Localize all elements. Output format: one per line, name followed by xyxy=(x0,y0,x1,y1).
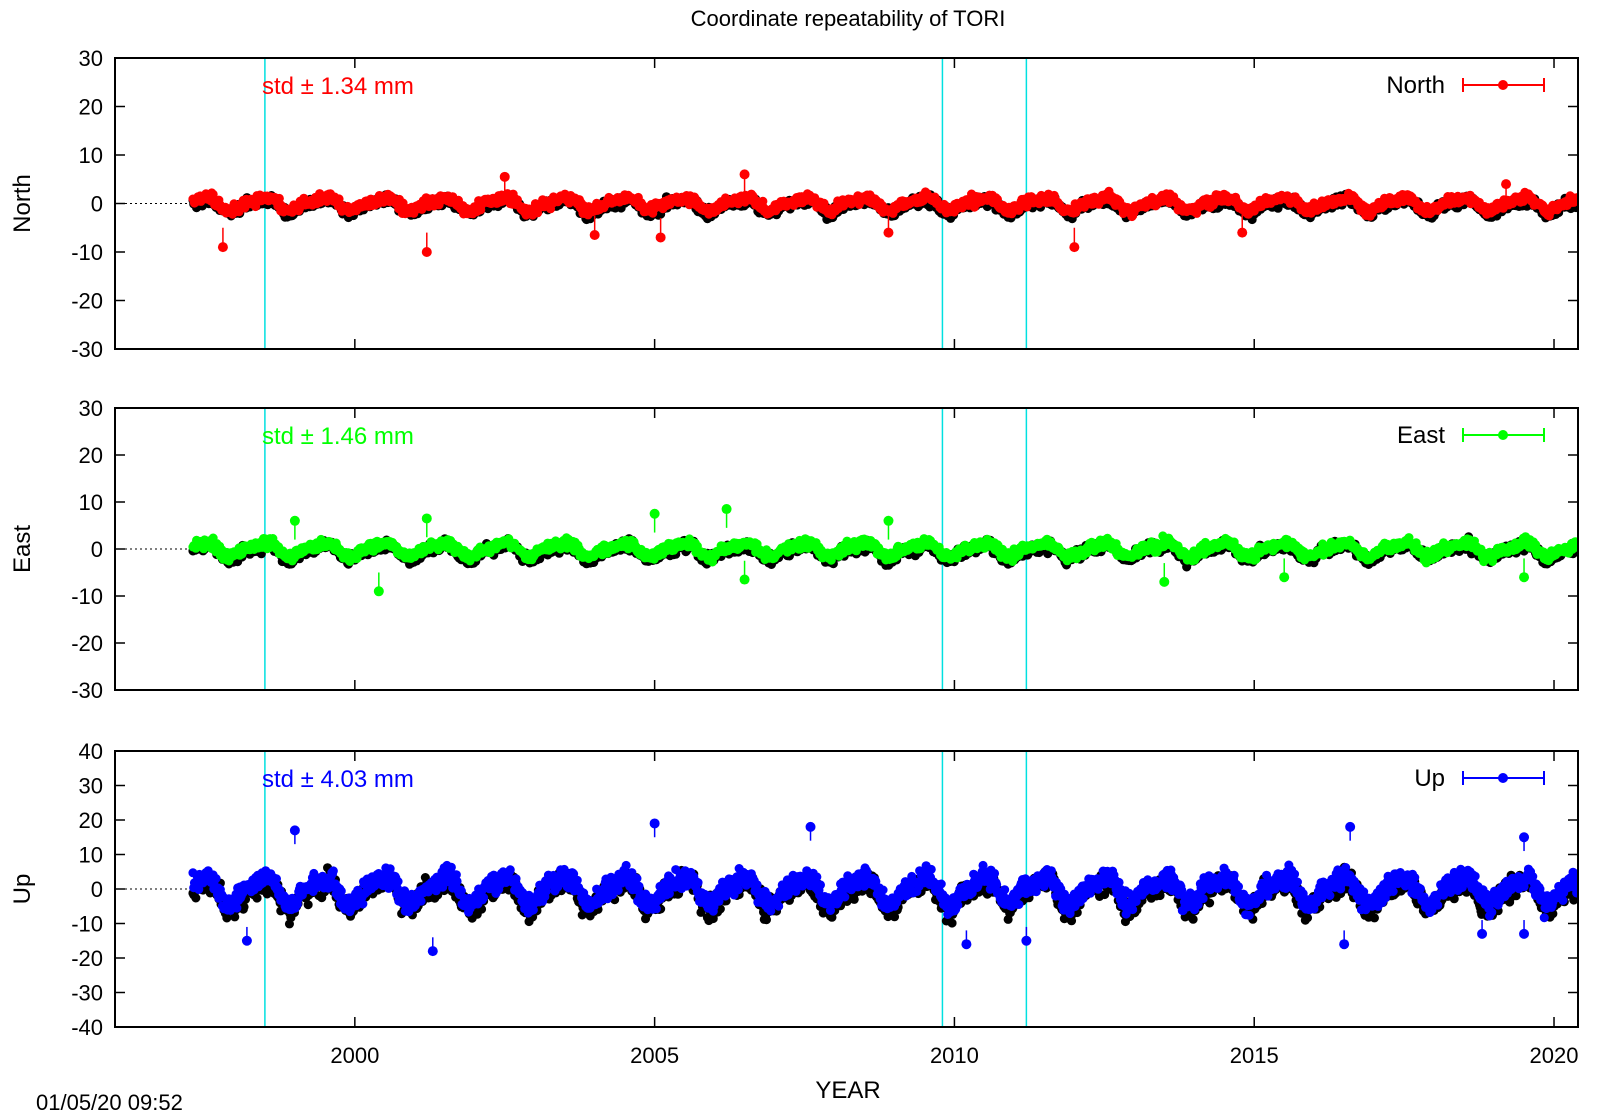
x-tick-label: 2005 xyxy=(630,1043,679,1068)
x-tick-label: 2015 xyxy=(1230,1043,1279,1068)
legend-east: East xyxy=(1397,422,1545,449)
outlier-point-up xyxy=(1519,832,1530,843)
legend-label-up: Up xyxy=(1414,765,1445,792)
outlier-point-up xyxy=(1021,935,1032,946)
y-tick-label-up: 40 xyxy=(79,739,103,764)
outlier-point-up xyxy=(289,825,300,836)
legend-marker-up xyxy=(1498,773,1508,783)
outlier-point-up xyxy=(961,939,972,950)
y-axis-title-east: East xyxy=(9,525,36,573)
timestamp: 01/05/20 09:52 xyxy=(36,1090,183,1115)
legend-label-east: East xyxy=(1397,422,1445,449)
x-tick-label: 2000 xyxy=(330,1043,379,1068)
outlier-point-north xyxy=(217,242,228,253)
outlier-point-east xyxy=(373,586,384,597)
y-tick-label-east: 20 xyxy=(79,443,103,468)
outlier-point-north xyxy=(739,169,750,180)
series-east xyxy=(116,409,1577,689)
series-north xyxy=(116,59,1577,348)
y-tick-label-east: -10 xyxy=(71,584,103,609)
outlier-point-up xyxy=(805,821,816,832)
y-tick-label-up: 30 xyxy=(79,774,103,799)
outlier-point-up xyxy=(649,818,660,829)
x-axis-title: YEAR xyxy=(815,1077,880,1104)
filtered-points-east xyxy=(188,531,1577,568)
outlier-point-north xyxy=(1237,227,1248,238)
y-tick-label-east: -20 xyxy=(71,631,103,656)
y-tick-label-east: 0 xyxy=(91,537,103,562)
y-tick-label-north: 0 xyxy=(91,192,103,217)
outlier-point-up xyxy=(427,946,438,957)
y-tick-label-east: 30 xyxy=(79,396,103,421)
outlier-point-east xyxy=(421,513,432,524)
outlier-point-east xyxy=(1519,572,1530,583)
outlier-point-north xyxy=(1501,179,1512,190)
outlier-point-north xyxy=(499,171,510,182)
panel-east: 30 20 10 0 -10 -20 -30 East std ± 1.46 mm East xyxy=(9,396,1579,703)
legend-marker-north xyxy=(1498,80,1508,90)
y-tick-label-north: -10 xyxy=(71,240,103,265)
y-tick-label-up: -10 xyxy=(71,912,103,937)
y-tick-label-up: -20 xyxy=(71,946,103,971)
std-label-up: std ± 4.03 mm xyxy=(262,766,414,793)
filtered-points-up xyxy=(188,860,1577,923)
legend-marker-east xyxy=(1498,430,1508,440)
outlier-point-east xyxy=(1159,576,1170,587)
x-axis: 2000 2005 2010 2015 2020 xyxy=(330,1043,1578,1068)
outlier-point-up xyxy=(1339,939,1350,950)
y-tick-label-north: -20 xyxy=(71,289,103,314)
outlier-point-east xyxy=(721,504,732,515)
x-tick-label: 2020 xyxy=(1530,1043,1579,1068)
y-tick-label-up: 20 xyxy=(79,808,103,833)
panel-up: 40 30 20 10 0 -10 -20 -30 -40 Up std ± 4.03 mm Up xyxy=(9,739,1579,1040)
y-tick-label-north: 10 xyxy=(79,143,103,168)
outlier-point-up xyxy=(1477,928,1488,939)
outlier-point-north xyxy=(589,230,600,241)
outlier-point-east xyxy=(739,574,750,585)
outlier-point-up xyxy=(241,935,252,946)
y-tick-label-up: 0 xyxy=(91,877,103,902)
y-tick-label-east: -30 xyxy=(71,678,103,703)
series-up xyxy=(116,752,1577,1026)
outlier-point-east xyxy=(649,508,660,519)
y-tick-label-north: 30 xyxy=(79,46,103,71)
y-tick-label-up: 10 xyxy=(79,843,103,868)
y-tick-label-up: -40 xyxy=(71,1015,103,1040)
std-label-east: std ± 1.46 mm xyxy=(262,423,414,450)
outlier-point-north xyxy=(421,247,432,257)
x-tick-label: 2010 xyxy=(930,1043,979,1068)
outlier-point-north xyxy=(883,227,894,238)
outlier-point-up xyxy=(1345,821,1356,832)
legend-up: Up xyxy=(1414,765,1545,792)
y-axis-title-north: North xyxy=(9,174,36,233)
legend-label-north: North xyxy=(1386,72,1445,99)
y-tick-label-east: 10 xyxy=(79,490,103,515)
y-tick-label-up: -30 xyxy=(71,981,103,1006)
y-tick-label-north: 20 xyxy=(79,95,103,120)
outlier-point-north xyxy=(1069,242,1080,253)
y-axis-title-up: Up xyxy=(9,874,36,905)
filtered-points-north xyxy=(188,186,1577,222)
panel-north: 30 20 10 0 -10 -20 -30 North std ± 1.34 mm North xyxy=(9,46,1579,362)
legend-north: North xyxy=(1386,72,1545,99)
outlier-point-north xyxy=(655,232,666,243)
chart-title: Coordinate repeatability of TORI xyxy=(691,6,1006,31)
outlier-point-up xyxy=(1519,928,1530,939)
std-label-north: std ± 1.34 mm xyxy=(262,73,414,100)
outlier-point-east xyxy=(883,515,894,526)
outlier-point-east xyxy=(1279,572,1290,583)
y-tick-label-north: -30 xyxy=(71,337,103,362)
outlier-point-east xyxy=(289,515,300,526)
